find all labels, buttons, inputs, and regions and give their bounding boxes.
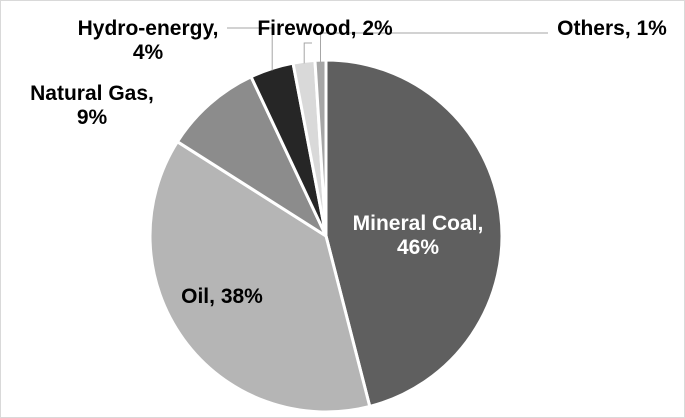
leader-line-firewood <box>303 42 312 64</box>
slice-label-mineral-coal: Mineral Coal, 46% <box>353 212 484 259</box>
slice-label-natural-gas: Natural Gas, 9% <box>30 82 154 129</box>
pie-slice-mineral-coal <box>324 58 504 408</box>
leader-line-hydro-energy <box>227 27 273 71</box>
pie-slices <box>148 58 504 414</box>
slice-label-others: Others, 1% <box>557 17 667 40</box>
slice-labels: Mineral Coal, 46% Oil, 38% Natural Gas, 9% Hy… <box>30 17 667 308</box>
slice-label-firewood: Firewood, 2% <box>257 17 393 40</box>
slice-label-hydro-energy: Hydro-energy, 4% <box>78 17 219 64</box>
pie-slice-natural-gas <box>175 75 328 238</box>
leader-line-others <box>320 32 548 63</box>
pie-slice-oil <box>148 140 372 414</box>
slice-label-oil: Oil, 38% <box>181 285 263 308</box>
leader-lines <box>227 27 548 71</box>
